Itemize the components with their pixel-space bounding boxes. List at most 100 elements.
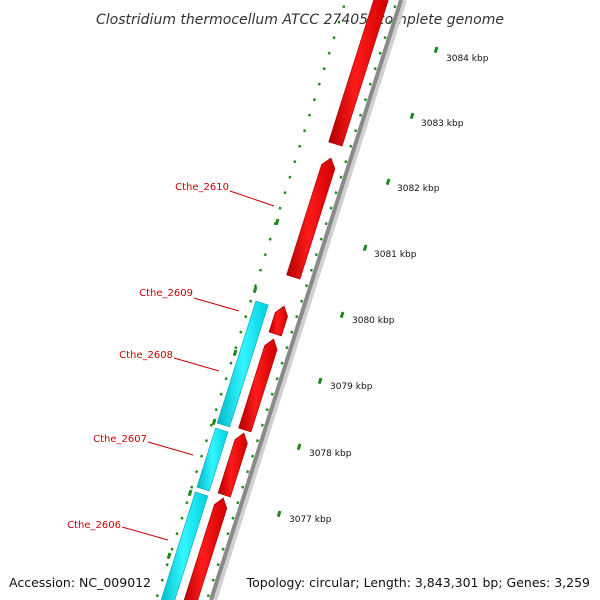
ring-dot — [246, 470, 250, 474]
scale-label: 3083 kbp — [421, 119, 464, 129]
ring-dot — [219, 392, 223, 396]
scale-tick — [362, 244, 368, 252]
ring-dot — [288, 175, 292, 179]
ring-dot — [339, 175, 343, 179]
ring-tick — [232, 349, 238, 357]
ring-dot — [373, 67, 377, 71]
outer-dot-ring — [155, 5, 346, 598]
ring-dot — [349, 144, 353, 148]
ring-tick — [211, 418, 217, 426]
ring-dot — [231, 516, 235, 520]
ring-dot — [337, 20, 341, 24]
ring-dot — [180, 516, 184, 520]
ring-dot — [195, 470, 199, 474]
scale-label: 3084 kbp — [446, 54, 489, 64]
scale-label: 3082 kbp — [397, 184, 440, 194]
gene-label-leader — [147, 441, 194, 456]
ring-dot — [244, 315, 248, 319]
ring-tick — [187, 489, 193, 497]
ring-dot — [317, 82, 321, 86]
ring-dot — [319, 237, 323, 241]
backbone-line — [209, 0, 403, 600]
ring-dot — [155, 594, 159, 598]
ring-dot — [359, 113, 363, 117]
ring-dot — [334, 191, 338, 195]
gene-label: Cthe_2608 — [119, 350, 173, 361]
genome-summary-text: Topology: circular; Length: 3,843,301 bp… — [246, 575, 590, 590]
ring-dot — [278, 206, 282, 210]
ring-dot — [300, 299, 304, 303]
ring-dot — [209, 423, 213, 427]
ring-dot — [363, 98, 367, 102]
map-title: Clostridium thermocellum ATCC 27405, com… — [96, 12, 504, 28]
scale-tick — [433, 46, 439, 54]
ring-tick — [252, 286, 258, 294]
gene-label-leader — [229, 190, 275, 207]
ring-dot — [268, 237, 272, 241]
ring-dot — [206, 594, 210, 598]
ring-dot — [324, 222, 328, 226]
ring-dot — [354, 129, 358, 133]
forward-gene-arrow — [328, 0, 389, 147]
ring-dot — [283, 191, 287, 195]
ring-dot — [322, 67, 326, 71]
ring-dot — [255, 439, 259, 443]
scale-tick — [339, 311, 345, 319]
ring-tick — [274, 218, 280, 226]
ring-dot — [265, 408, 269, 412]
ring-dot — [303, 129, 307, 133]
gene-label-leader — [193, 297, 240, 312]
ring-dot — [327, 51, 331, 55]
backbone-shadow — [211, 0, 407, 600]
ring-dot — [258, 268, 262, 272]
ring-dot — [293, 160, 297, 164]
ring-dot — [251, 454, 255, 458]
forward-gene-arrow — [286, 157, 336, 280]
reverse-gene-block — [160, 491, 209, 600]
gene-label: Cthe_2610 — [175, 182, 229, 193]
scale-label: 3078 kbp — [309, 449, 352, 459]
ring-dot — [270, 392, 274, 396]
ring-dot — [314, 253, 318, 257]
forward-gene-arrow — [217, 432, 248, 498]
ring-dot — [236, 501, 240, 505]
scale-label: 3080 kbp — [352, 316, 395, 326]
reverse-strand-genes — [160, 300, 269, 600]
ring-dot — [200, 454, 204, 458]
forward-gene-arrow — [268, 305, 288, 337]
ring-dot — [260, 423, 264, 427]
scale-ticks — [166, 46, 439, 560]
ring-dot — [263, 253, 267, 257]
gene-labels: Cthe_2610 Cthe_2609 Cthe_2608 Cthe_2607 … — [67, 182, 275, 541]
reverse-gene-block — [216, 300, 269, 428]
ring-dot — [175, 532, 179, 536]
ring-dot — [298, 144, 302, 148]
ring-dot — [309, 268, 313, 272]
ring-dot — [378, 51, 382, 55]
scale-labels: 3084 kbp 3083 kbp 3082 kbp 3081 kbp 3080… — [289, 54, 489, 525]
ring-dot — [275, 377, 279, 381]
ring-dot — [226, 532, 230, 536]
ring-dot — [216, 563, 220, 567]
gene-label-leader — [121, 526, 169, 541]
ring-dot — [239, 330, 243, 334]
gene-label: Cthe_2607 — [93, 434, 147, 445]
scale-tick — [317, 377, 323, 385]
ring-dot — [383, 36, 387, 40]
gene-label: Cthe_2606 — [67, 520, 121, 531]
ring-dot — [224, 377, 228, 381]
scale-label: 3079 kbp — [330, 382, 373, 392]
ring-dot — [204, 439, 208, 443]
accession-text: Accession: NC_009012 — [9, 575, 151, 590]
ring-dot — [344, 160, 348, 164]
gene-label-leader — [173, 357, 220, 372]
ring-dot — [388, 20, 392, 24]
ring-dot — [249, 299, 253, 303]
ring-dot — [332, 36, 336, 40]
gene-label: Cthe_2609 — [139, 288, 193, 299]
forward-strand-genes — [183, 0, 389, 600]
ring-dot — [211, 578, 215, 582]
ring-dot — [160, 578, 164, 582]
scale-label: 3077 kbp — [289, 515, 332, 525]
